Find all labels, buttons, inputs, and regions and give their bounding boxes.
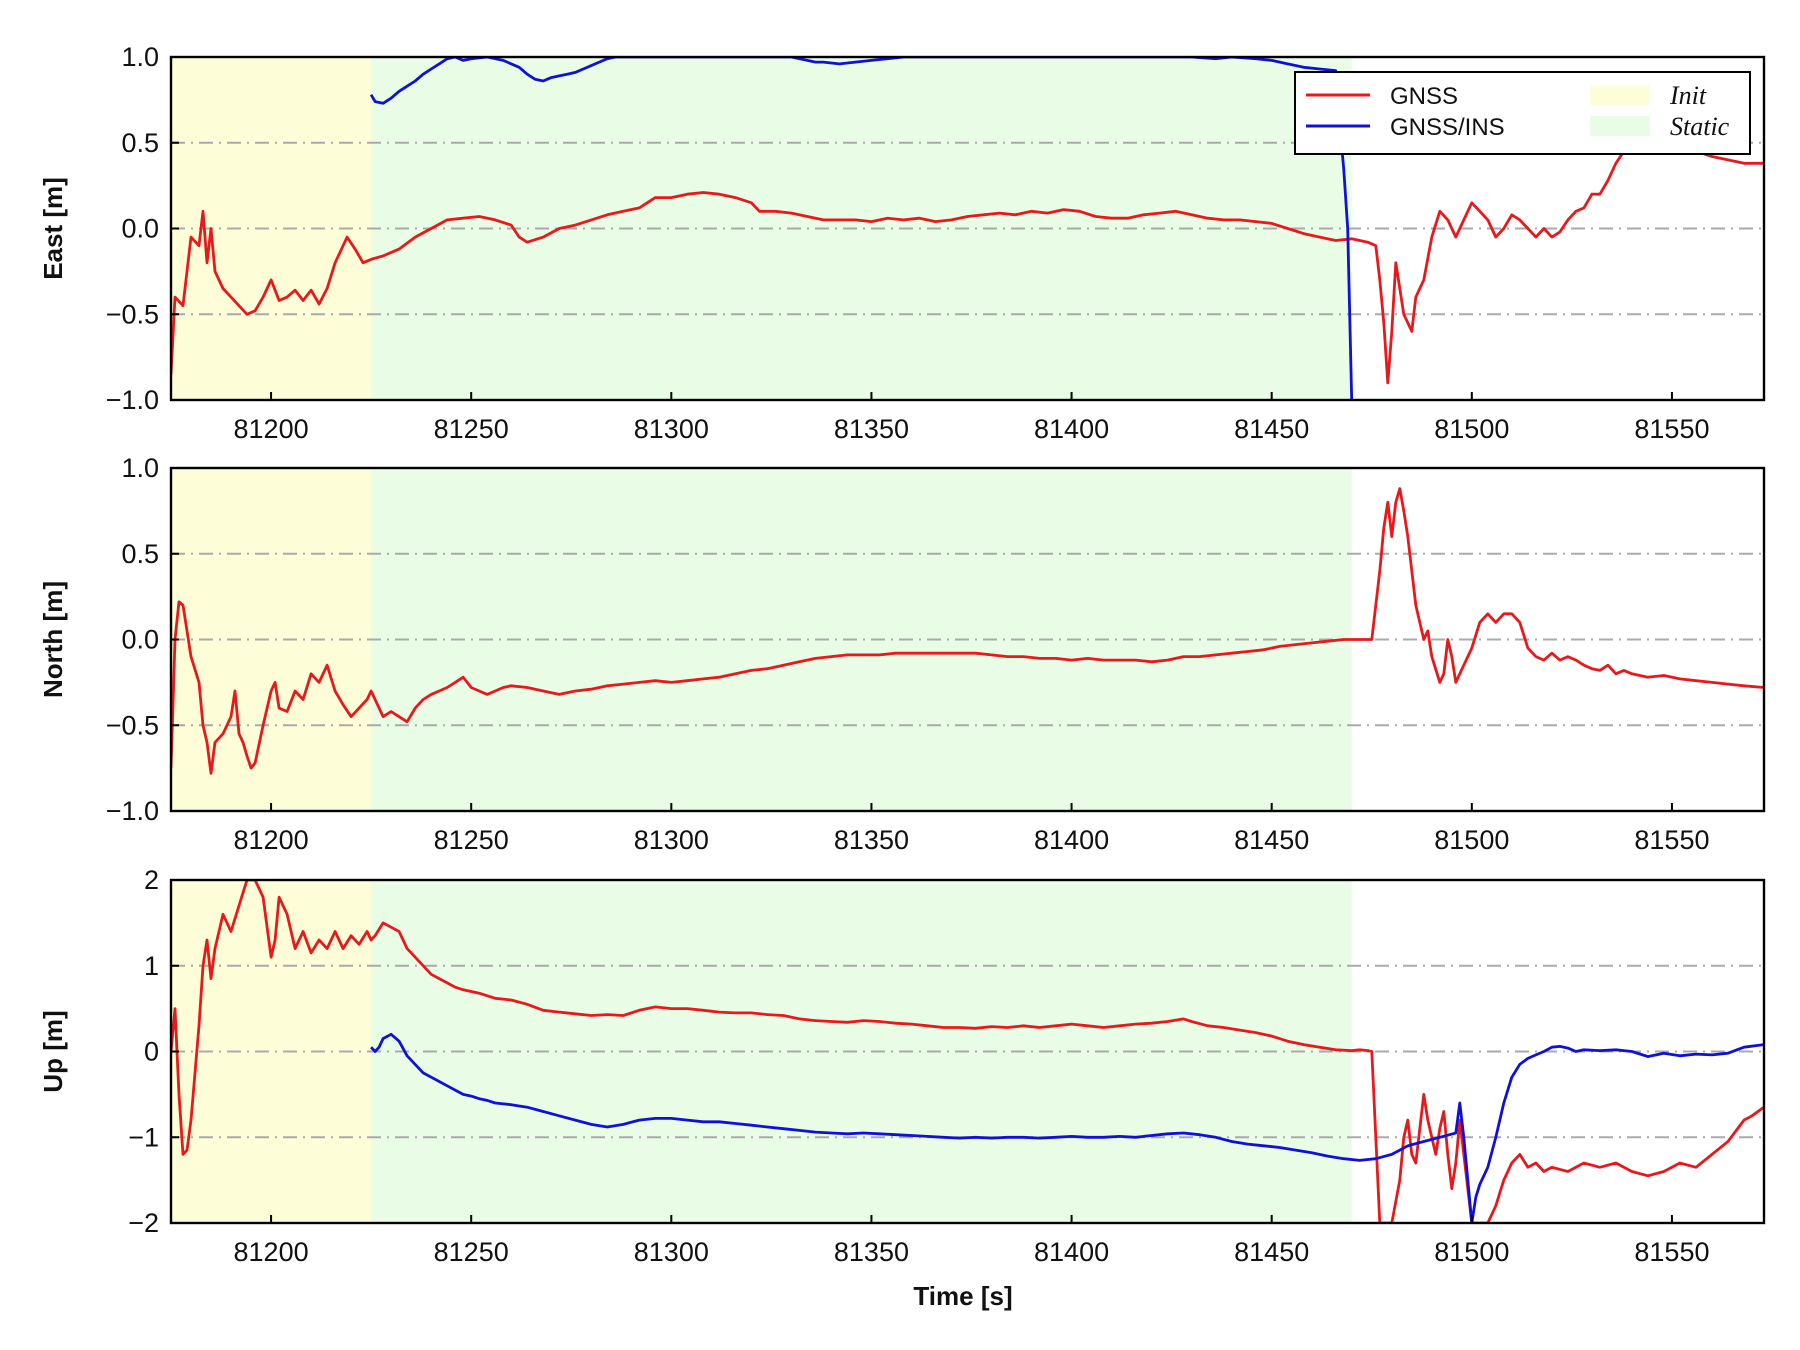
x-tick-label: 81550 — [1634, 1237, 1709, 1267]
y-axis-label: East [m] — [38, 177, 68, 280]
x-tick-label: 81350 — [834, 414, 909, 444]
legend-patch-swatch — [1590, 85, 1650, 105]
x-tick-label: 81300 — [634, 1237, 709, 1267]
y-tick-label: 1.0 — [121, 453, 159, 483]
series-gnss-line — [171, 487, 1764, 775]
x-tick-label: 81350 — [834, 825, 909, 855]
x-tick-label: 81200 — [234, 825, 309, 855]
panel-0: −1.0 −0.5 0.0 0.5 1.0 81200 81250 81300 81350 814… — [38, 42, 1766, 444]
y-tick-label: 0.0 — [121, 214, 159, 244]
x-tick-label: 81200 — [234, 414, 309, 444]
series-gnss-ins-line — [370, 1032, 1764, 1223]
legend-entry-static: Static — [1590, 112, 1730, 141]
y-tick-label: 1.0 — [121, 42, 159, 72]
x-tick-label: 81400 — [1034, 825, 1109, 855]
y-axis-label: North [m] — [38, 581, 68, 698]
x-tick-label: 81400 — [1034, 414, 1109, 444]
y-tick-label: 0.5 — [121, 539, 159, 569]
legend-label: Init — [1669, 81, 1707, 110]
legend-entry-init: Init — [1590, 81, 1707, 110]
x-tick-label: 81500 — [1434, 414, 1509, 444]
x-tick-label: 81450 — [1234, 825, 1309, 855]
y-tick-label: −1.0 — [106, 796, 159, 826]
legend-entry-gnss-ins: GNSS/INS — [1306, 114, 1505, 141]
y-tick-label: 1 — [144, 951, 159, 981]
y-tick-label: 0.0 — [121, 625, 159, 655]
y-tick-label: 0.5 — [121, 128, 159, 158]
x-tick-label: 81300 — [634, 414, 709, 444]
legend-entry-gnss: GNSS — [1306, 83, 1458, 110]
legend-label: GNSS — [1390, 83, 1458, 110]
series-gnss-ins-line — [369, 57, 1354, 400]
panel-2: −2 −1 0 1 2 81200 81250 81300 81350 81400 81450 815… — [38, 865, 1766, 1267]
x-tick-label: 81550 — [1634, 825, 1709, 855]
y-tick-label: −1.0 — [106, 385, 159, 415]
y-tick-label: −2 — [128, 1208, 159, 1238]
y-tick-label: 2 — [144, 865, 159, 895]
x-tick-label: 81400 — [1034, 1237, 1109, 1267]
x-axis-label: Time [s] — [913, 1281, 1012, 1311]
x-tick-label: 81300 — [634, 825, 709, 855]
y-tick-label: −1 — [128, 1122, 159, 1152]
legend-box — [1294, 71, 1751, 155]
y-tick-label: −0.5 — [106, 710, 159, 740]
x-tick-label: 81250 — [434, 414, 509, 444]
y-tick-label: 0 — [144, 1037, 159, 1067]
y-tick-label: −0.5 — [106, 299, 159, 329]
panel-1: −1.0 −0.5 0.0 0.5 1.0 81200 81250 81300 81350 814… — [38, 453, 1766, 855]
chart-panels: −1.0 −0.5 0.0 0.5 1.0 81200 81250 81300 81350 814… — [38, 42, 1766, 1267]
y-axis-label: Up [m] — [38, 1010, 68, 1092]
x-tick-label: 81450 — [1234, 1237, 1309, 1267]
legend-label: Static — [1670, 112, 1730, 141]
x-tick-label: 81500 — [1434, 825, 1509, 855]
legend-label: GNSS/INS — [1390, 114, 1505, 141]
x-tick-label: 81250 — [434, 825, 509, 855]
x-tick-label: 81200 — [234, 1237, 309, 1267]
x-tick-label: 81450 — [1234, 414, 1309, 444]
series-gnss-line — [171, 132, 1764, 385]
x-tick-label: 81550 — [1634, 414, 1709, 444]
legend-patch-swatch — [1590, 116, 1650, 136]
x-tick-label: 81350 — [834, 1237, 909, 1267]
x-tick-label: 81250 — [434, 1237, 509, 1267]
x-tick-label: 81500 — [1434, 1237, 1509, 1267]
